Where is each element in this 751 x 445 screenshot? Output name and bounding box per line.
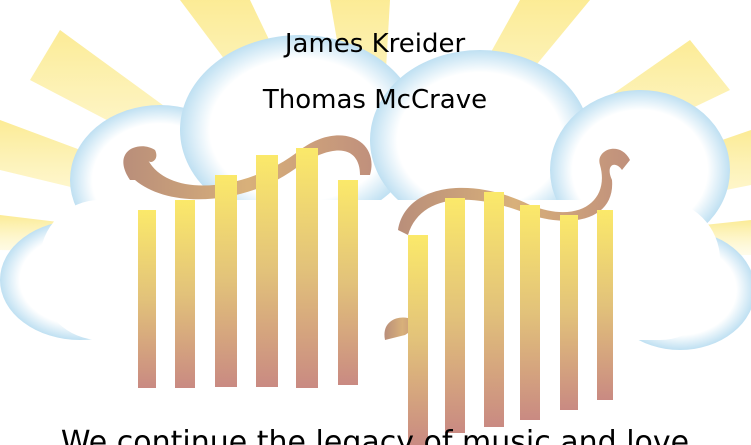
name: James Kreider [283,29,466,59]
slide: James Kreider Thomas McCrave We continue… [0,0,751,445]
caption: We continue the legacy of music and love [61,425,689,445]
name: Thomas McCrave [262,85,487,115]
